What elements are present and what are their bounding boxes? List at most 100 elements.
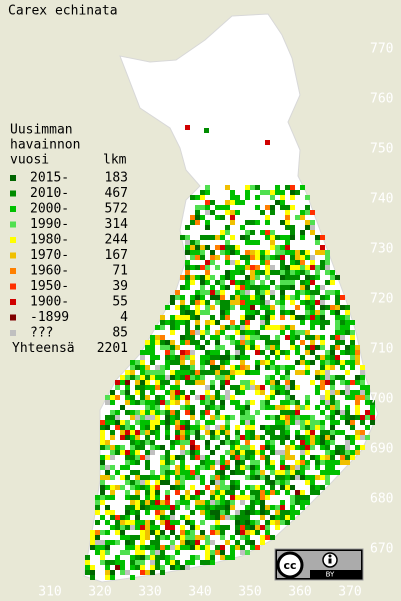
dot bbox=[330, 290, 335, 295]
dot bbox=[185, 515, 190, 520]
dot bbox=[165, 525, 170, 530]
dot bbox=[280, 410, 285, 415]
dot bbox=[145, 430, 150, 435]
dot bbox=[260, 260, 265, 265]
dot bbox=[265, 310, 270, 315]
dot bbox=[220, 505, 225, 510]
dot bbox=[150, 560, 155, 565]
dot bbox=[200, 560, 205, 565]
dot bbox=[175, 345, 180, 350]
dot bbox=[180, 440, 185, 445]
dot bbox=[245, 240, 250, 245]
dot bbox=[195, 380, 200, 385]
dot bbox=[155, 375, 160, 380]
dot bbox=[260, 325, 265, 330]
dot bbox=[365, 395, 370, 400]
dot bbox=[275, 490, 280, 495]
dot bbox=[250, 545, 255, 550]
dot bbox=[195, 420, 200, 425]
dot bbox=[100, 480, 105, 485]
dot bbox=[120, 390, 125, 395]
dot bbox=[330, 305, 335, 310]
dot bbox=[345, 385, 350, 390]
dot bbox=[350, 415, 355, 420]
dot bbox=[225, 205, 230, 210]
dot bbox=[115, 540, 120, 545]
dot bbox=[310, 380, 315, 385]
dot bbox=[205, 330, 210, 335]
dot bbox=[230, 280, 235, 285]
dot bbox=[165, 400, 170, 405]
dot bbox=[170, 445, 175, 450]
dot bbox=[160, 555, 165, 560]
dot bbox=[295, 350, 300, 355]
dot bbox=[210, 285, 215, 290]
dot bbox=[285, 395, 290, 400]
dot bbox=[285, 475, 290, 480]
legend-swatch bbox=[10, 175, 16, 181]
dot bbox=[210, 260, 215, 265]
dot bbox=[225, 430, 230, 435]
dot bbox=[105, 420, 110, 425]
dot bbox=[300, 470, 305, 475]
dot bbox=[360, 395, 365, 400]
dot bbox=[305, 220, 310, 225]
dot bbox=[180, 545, 185, 550]
dot bbox=[325, 430, 330, 435]
dot bbox=[350, 360, 355, 365]
dot bbox=[345, 410, 350, 415]
y-coord-label: 730 bbox=[370, 242, 393, 257]
dot bbox=[135, 535, 140, 540]
dot bbox=[205, 225, 210, 230]
dot bbox=[255, 275, 260, 280]
dot bbox=[155, 415, 160, 420]
dot bbox=[195, 210, 200, 215]
dot bbox=[150, 340, 155, 345]
dot bbox=[130, 495, 135, 500]
dot bbox=[365, 410, 370, 415]
dot bbox=[255, 465, 260, 470]
dot bbox=[225, 255, 230, 260]
dot bbox=[245, 425, 250, 430]
dot bbox=[290, 265, 295, 270]
legend: Uusimman havainnon vuosi lkm 2015- 183201… bbox=[10, 123, 128, 356]
dot bbox=[185, 260, 190, 265]
dot bbox=[265, 325, 270, 330]
dot bbox=[305, 265, 310, 270]
dot bbox=[350, 335, 355, 340]
dot bbox=[180, 540, 185, 545]
dot bbox=[275, 470, 280, 475]
dot bbox=[315, 460, 320, 465]
dot bbox=[170, 525, 175, 530]
dot bbox=[150, 445, 155, 450]
dot bbox=[260, 315, 265, 320]
dot bbox=[150, 505, 155, 510]
dot bbox=[230, 545, 235, 550]
dot bbox=[225, 440, 230, 445]
dot bbox=[245, 325, 250, 330]
dot bbox=[290, 195, 295, 200]
dot bbox=[305, 465, 310, 470]
dot bbox=[295, 260, 300, 265]
dot bbox=[285, 445, 290, 450]
dot bbox=[205, 310, 210, 315]
dot bbox=[210, 480, 215, 485]
dot bbox=[245, 550, 250, 555]
dot bbox=[260, 540, 265, 545]
dot bbox=[225, 315, 230, 320]
dot bbox=[110, 390, 115, 395]
dot bbox=[205, 275, 210, 280]
dot bbox=[155, 485, 160, 490]
dot bbox=[185, 535, 190, 540]
dot bbox=[350, 455, 355, 460]
dot bbox=[220, 345, 225, 350]
dot bbox=[240, 380, 245, 385]
dot bbox=[345, 350, 350, 355]
dot bbox=[145, 370, 150, 375]
dot bbox=[250, 380, 255, 385]
dot bbox=[255, 310, 260, 315]
dot bbox=[180, 355, 185, 360]
dot bbox=[180, 530, 185, 535]
dot bbox=[220, 530, 225, 535]
dot bbox=[330, 395, 335, 400]
